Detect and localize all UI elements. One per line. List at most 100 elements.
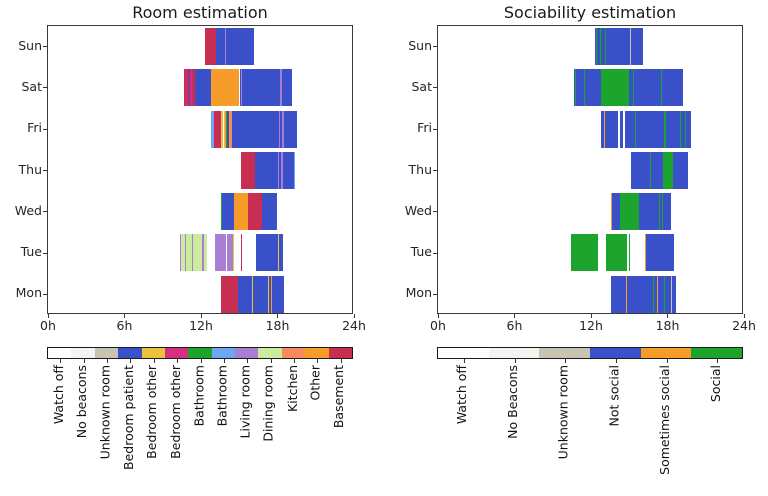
legend-color-swatch (141, 348, 165, 358)
timeline-segment (227, 234, 233, 272)
y-axis-day-label: Wed (14, 202, 42, 218)
room-colorbar-legend: Watch off No beacons Unknown room Bedroom p… (47, 347, 353, 470)
y-axis-tick-mark (433, 170, 437, 171)
timeline-segment (225, 28, 234, 65)
y-axis-tick-mark (433, 293, 437, 295)
legend-category-label: Basement (331, 365, 347, 429)
legend-color-swatch (691, 348, 742, 358)
timeline-segment (204, 28, 216, 65)
legend-category-label: Bedroom other (167, 365, 183, 459)
timeline-segment (241, 151, 256, 189)
timeline-segment (185, 234, 186, 272)
timeline-segment (278, 151, 280, 189)
y-axis-tick-mark (43, 252, 47, 254)
timeline-segment (233, 28, 235, 65)
timeline-segment (211, 110, 215, 148)
timeline-segment (185, 69, 187, 107)
y-axis-day-label: Thu (408, 161, 432, 177)
timeline-segment (278, 234, 279, 272)
legend-color-swatch (48, 348, 72, 358)
legend-category-label: Social (707, 365, 723, 403)
timeline-segment (226, 110, 228, 148)
legend-color-swatch (258, 348, 282, 358)
legend-color-swatch (640, 348, 692, 358)
timeline-segment (231, 110, 279, 148)
timeline-segment (612, 193, 621, 231)
y-axis-day-label: Mon (15, 285, 42, 301)
x-axis-tick-mark (200, 314, 202, 318)
timeline-segment (679, 110, 681, 148)
timeline-segment (584, 69, 602, 107)
timeline-segment (281, 110, 284, 148)
timeline-segment (638, 193, 659, 231)
timeline-segment (255, 234, 279, 272)
timeline-segment (631, 151, 651, 189)
timeline-segment (634, 110, 636, 148)
room-estimation-plot: Sun Sat Fri Thu Wed Tue Mon 0h 6h 12h 18h 24h (15, 25, 366, 333)
timeline-segment (575, 69, 580, 107)
timeline-segment (626, 275, 628, 313)
timeline-segment (620, 193, 639, 231)
timeline-segment (226, 234, 228, 272)
timeline-segment (665, 110, 680, 148)
left-chart-title: Room estimation (132, 3, 268, 22)
legend-category-label: Bedroom patient (120, 365, 136, 470)
legend-category-label: Kitchen (284, 365, 300, 412)
timeline-segment (629, 234, 646, 272)
timeline-segment (211, 69, 239, 107)
timeline-segment (268, 275, 272, 313)
timeline-segment (630, 28, 644, 65)
timeline-segment (604, 110, 606, 148)
timeline-segment (606, 234, 628, 272)
legend-category-label: Bathroom (191, 365, 206, 427)
timeline-segment (252, 275, 268, 313)
legend-category-label: Not social (606, 365, 622, 427)
timeline-segment (237, 275, 252, 313)
timeline-segment (261, 193, 277, 231)
timeline-segment (192, 69, 195, 107)
timeline-segment (594, 28, 597, 65)
timeline-segment (663, 193, 671, 231)
timeline-segment (271, 275, 284, 313)
timeline-segment (672, 151, 688, 189)
legend-color-swatch (164, 348, 189, 358)
legend-tick-mark (153, 359, 155, 363)
y-axis-tick-mark (433, 46, 437, 48)
timeline-segment (202, 234, 204, 272)
timeline-segment (271, 275, 272, 313)
y-axis-day-label: Tue (20, 244, 42, 260)
legend-category-label: No beacons (74, 365, 90, 439)
timeline-segment (596, 28, 600, 65)
timeline-segment (627, 234, 629, 272)
timeline-segment (188, 69, 191, 107)
legend-tick-mark (294, 359, 296, 363)
timeline-segment (233, 234, 241, 272)
legend-tick-mark (247, 359, 249, 363)
timeline-segment (255, 151, 279, 189)
timeline-segment (663, 151, 673, 189)
timeline-segment (652, 275, 654, 313)
legend-color-swatch (488, 348, 540, 358)
x-axis-hour-label: 0h (40, 318, 56, 333)
timeline-segment (651, 151, 664, 189)
x-axis-tick-mark (514, 314, 515, 318)
timeline-segment (645, 234, 674, 272)
timeline-segment (671, 275, 673, 313)
legend-tick-mark (270, 359, 272, 363)
y-axis-tick-mark (43, 170, 47, 171)
timeline-segment (192, 234, 203, 272)
y-axis-tick-mark (43, 46, 47, 48)
timeline-segment (239, 69, 242, 107)
timeline-segment (605, 28, 606, 65)
x-axis-tick-mark (47, 314, 49, 318)
x-axis-tick-mark (277, 314, 278, 318)
timeline-segment (629, 28, 631, 65)
timeline-segment (224, 110, 227, 148)
timeline-segment (583, 69, 585, 107)
legend-tick-mark (130, 359, 132, 363)
legend-color-swatch (328, 348, 352, 358)
y-axis-tick-mark (43, 128, 47, 130)
y-axis-day-label: Sat (21, 78, 43, 94)
timeline-segment (222, 193, 234, 231)
legend-category-label: Unknown room (555, 365, 571, 460)
